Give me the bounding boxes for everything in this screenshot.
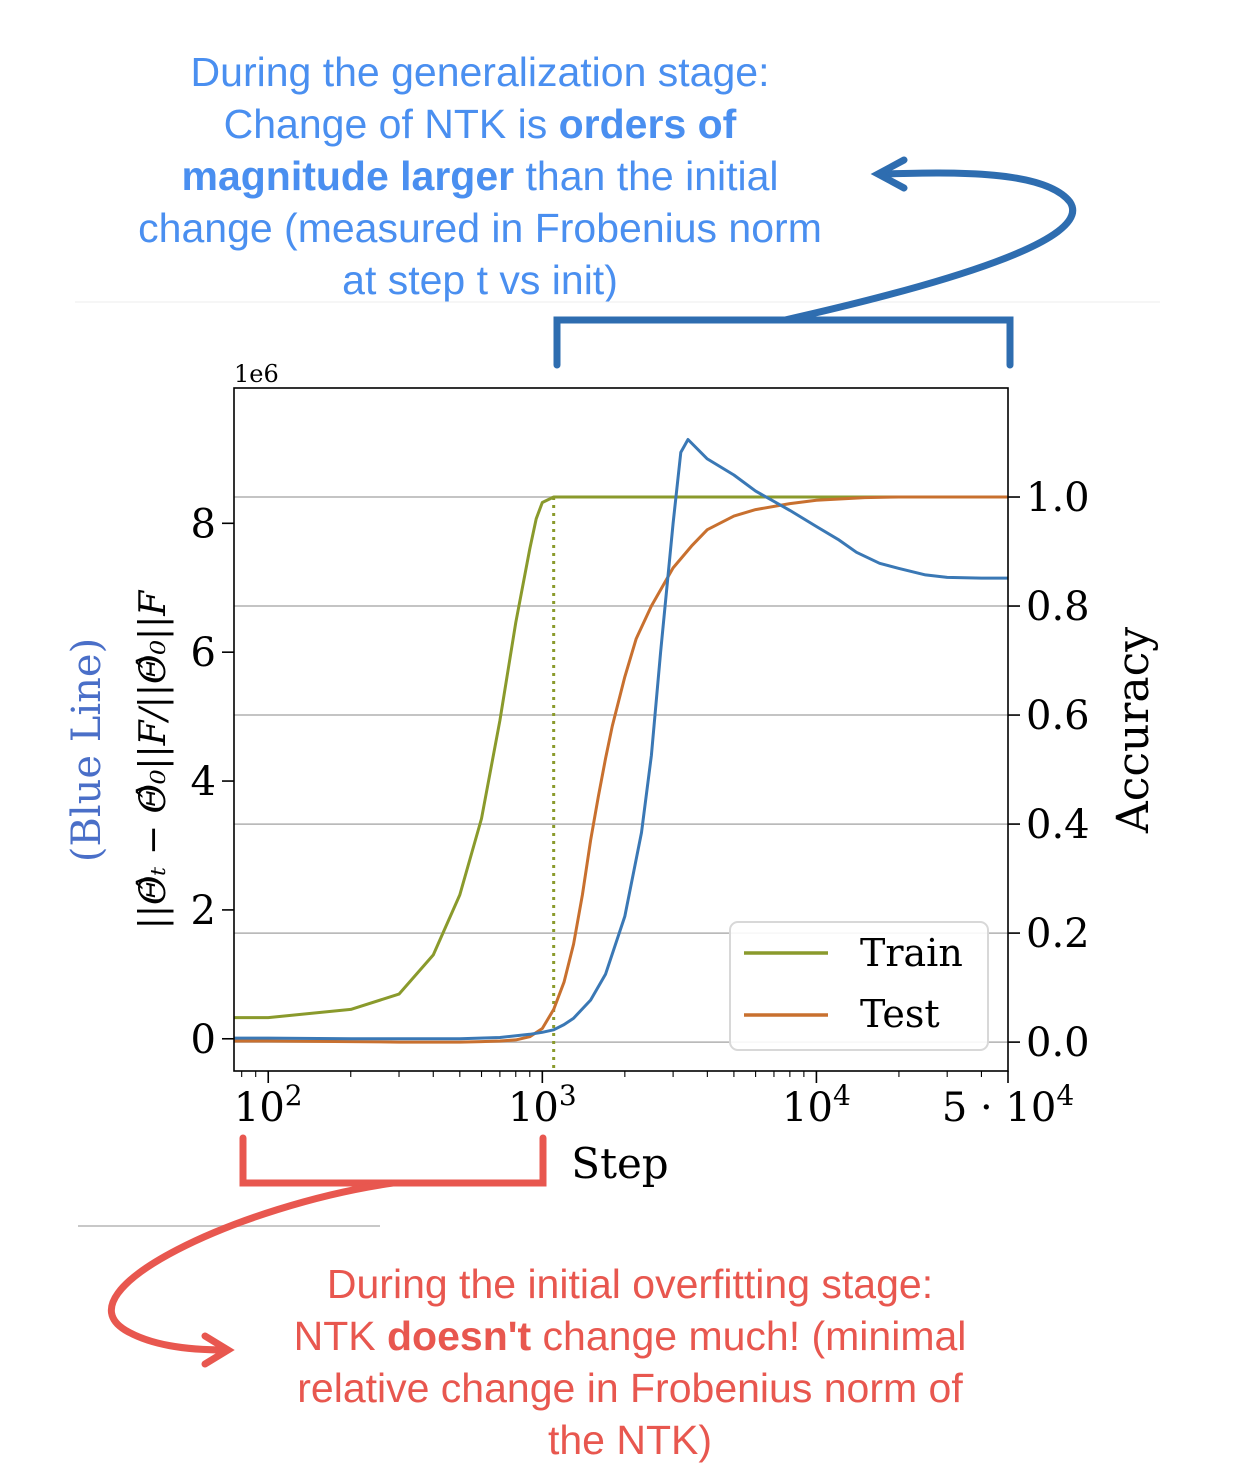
right-y-tick-label: 0.2	[1026, 911, 1090, 957]
right-y-tick-label: 0.0	[1026, 1020, 1090, 1066]
series-line-train	[234, 495, 1008, 1020]
annotation-emphasis: orders of	[558, 101, 737, 147]
annotation-line: at step t vs init)	[342, 257, 618, 303]
annotation-line: the NTK)	[547, 1417, 713, 1463]
generalization-bracket	[553, 156, 1076, 369]
left-y-tick-label: 2	[191, 888, 216, 934]
annotation-emphasis: magnitude larger	[181, 153, 515, 199]
x-axis-label: Step	[571, 1139, 668, 1188]
left-y-axis-label-blue: (Blue Line)	[64, 638, 110, 862]
legend-label-test: Test	[860, 992, 940, 1036]
right-y-tick-label: 1.0	[1026, 475, 1090, 521]
left-y-tick-label: 8	[191, 501, 216, 547]
plot-frame	[233, 387, 1009, 1072]
overfitting-bracket	[107, 1134, 547, 1368]
right-y-axis-label: Accuracy	[1108, 627, 1159, 834]
right-y-tick-label: 0.4	[1026, 802, 1090, 848]
annotation-line: During the initial overfitting stage:	[326, 1261, 934, 1307]
legend: Train Test	[729, 921, 989, 1051]
bracket-shape	[239, 1134, 547, 1187]
arrow-head	[870, 156, 908, 192]
annotation-text: NTK	[293, 1313, 388, 1359]
x-tick-label: 104	[782, 1079, 851, 1131]
overfitting-annotation: During the initial overfitting stage: NT…	[240, 1258, 1020, 1466]
x-tick-label: 5 · 104	[942, 1079, 1074, 1131]
x-axis: 102 103 104 5 · 104	[234, 1071, 1074, 1131]
annotation-text: Change of NTK is	[223, 101, 559, 147]
annotation-line: magnitude larger than the initial	[90, 150, 870, 202]
legend-label-train: Train	[860, 931, 963, 975]
series-line-ntk-change	[234, 438, 1008, 1041]
left-y-tick-label: 0	[191, 1017, 216, 1063]
arrow-head	[201, 1332, 235, 1368]
right-y-tick-label: 0.8	[1026, 584, 1090, 630]
annotation-line: Change of NTK is orders of	[90, 98, 870, 150]
series-layer	[234, 438, 1008, 1044]
generalization-annotation: During the generalization stage: Change …	[90, 46, 870, 306]
right-y-axis: 0.0 0.2 0.4 0.6 0.8 1.0	[1008, 475, 1090, 1066]
bracket-arrow	[107, 1179, 397, 1354]
left-y-axis-label: ||Θ̂ₜ − Θ̂₀||F/||Θ̂₀||F	[133, 589, 174, 929]
x-tick-label: 103	[508, 1079, 577, 1131]
left-y-tick-label: 6	[191, 630, 216, 676]
annotation-line: NTK doesn't change much! (minimal	[240, 1310, 1020, 1362]
bracket-arrow	[781, 169, 1076, 324]
bracket-shape	[553, 316, 1014, 369]
annotation-line: During the generalization stage:	[190, 49, 770, 95]
annotation-text: change much! (minimal	[531, 1313, 967, 1359]
left-y-tick-label: 4	[191, 759, 216, 805]
x-tick-label: 102	[234, 1079, 303, 1131]
annotation-line: change (measured in Frobenius norm	[138, 205, 822, 251]
left-y-axis: 0 2 4 6 8	[191, 501, 234, 1063]
annotation-line: relative change in Frobenius norm of	[297, 1365, 963, 1411]
y-multiplier-label: 1e6	[234, 360, 279, 388]
annotation-text: than the initial	[514, 153, 779, 199]
right-y-tick-label: 0.6	[1026, 693, 1090, 739]
annotation-emphasis: doesn't	[387, 1313, 532, 1359]
